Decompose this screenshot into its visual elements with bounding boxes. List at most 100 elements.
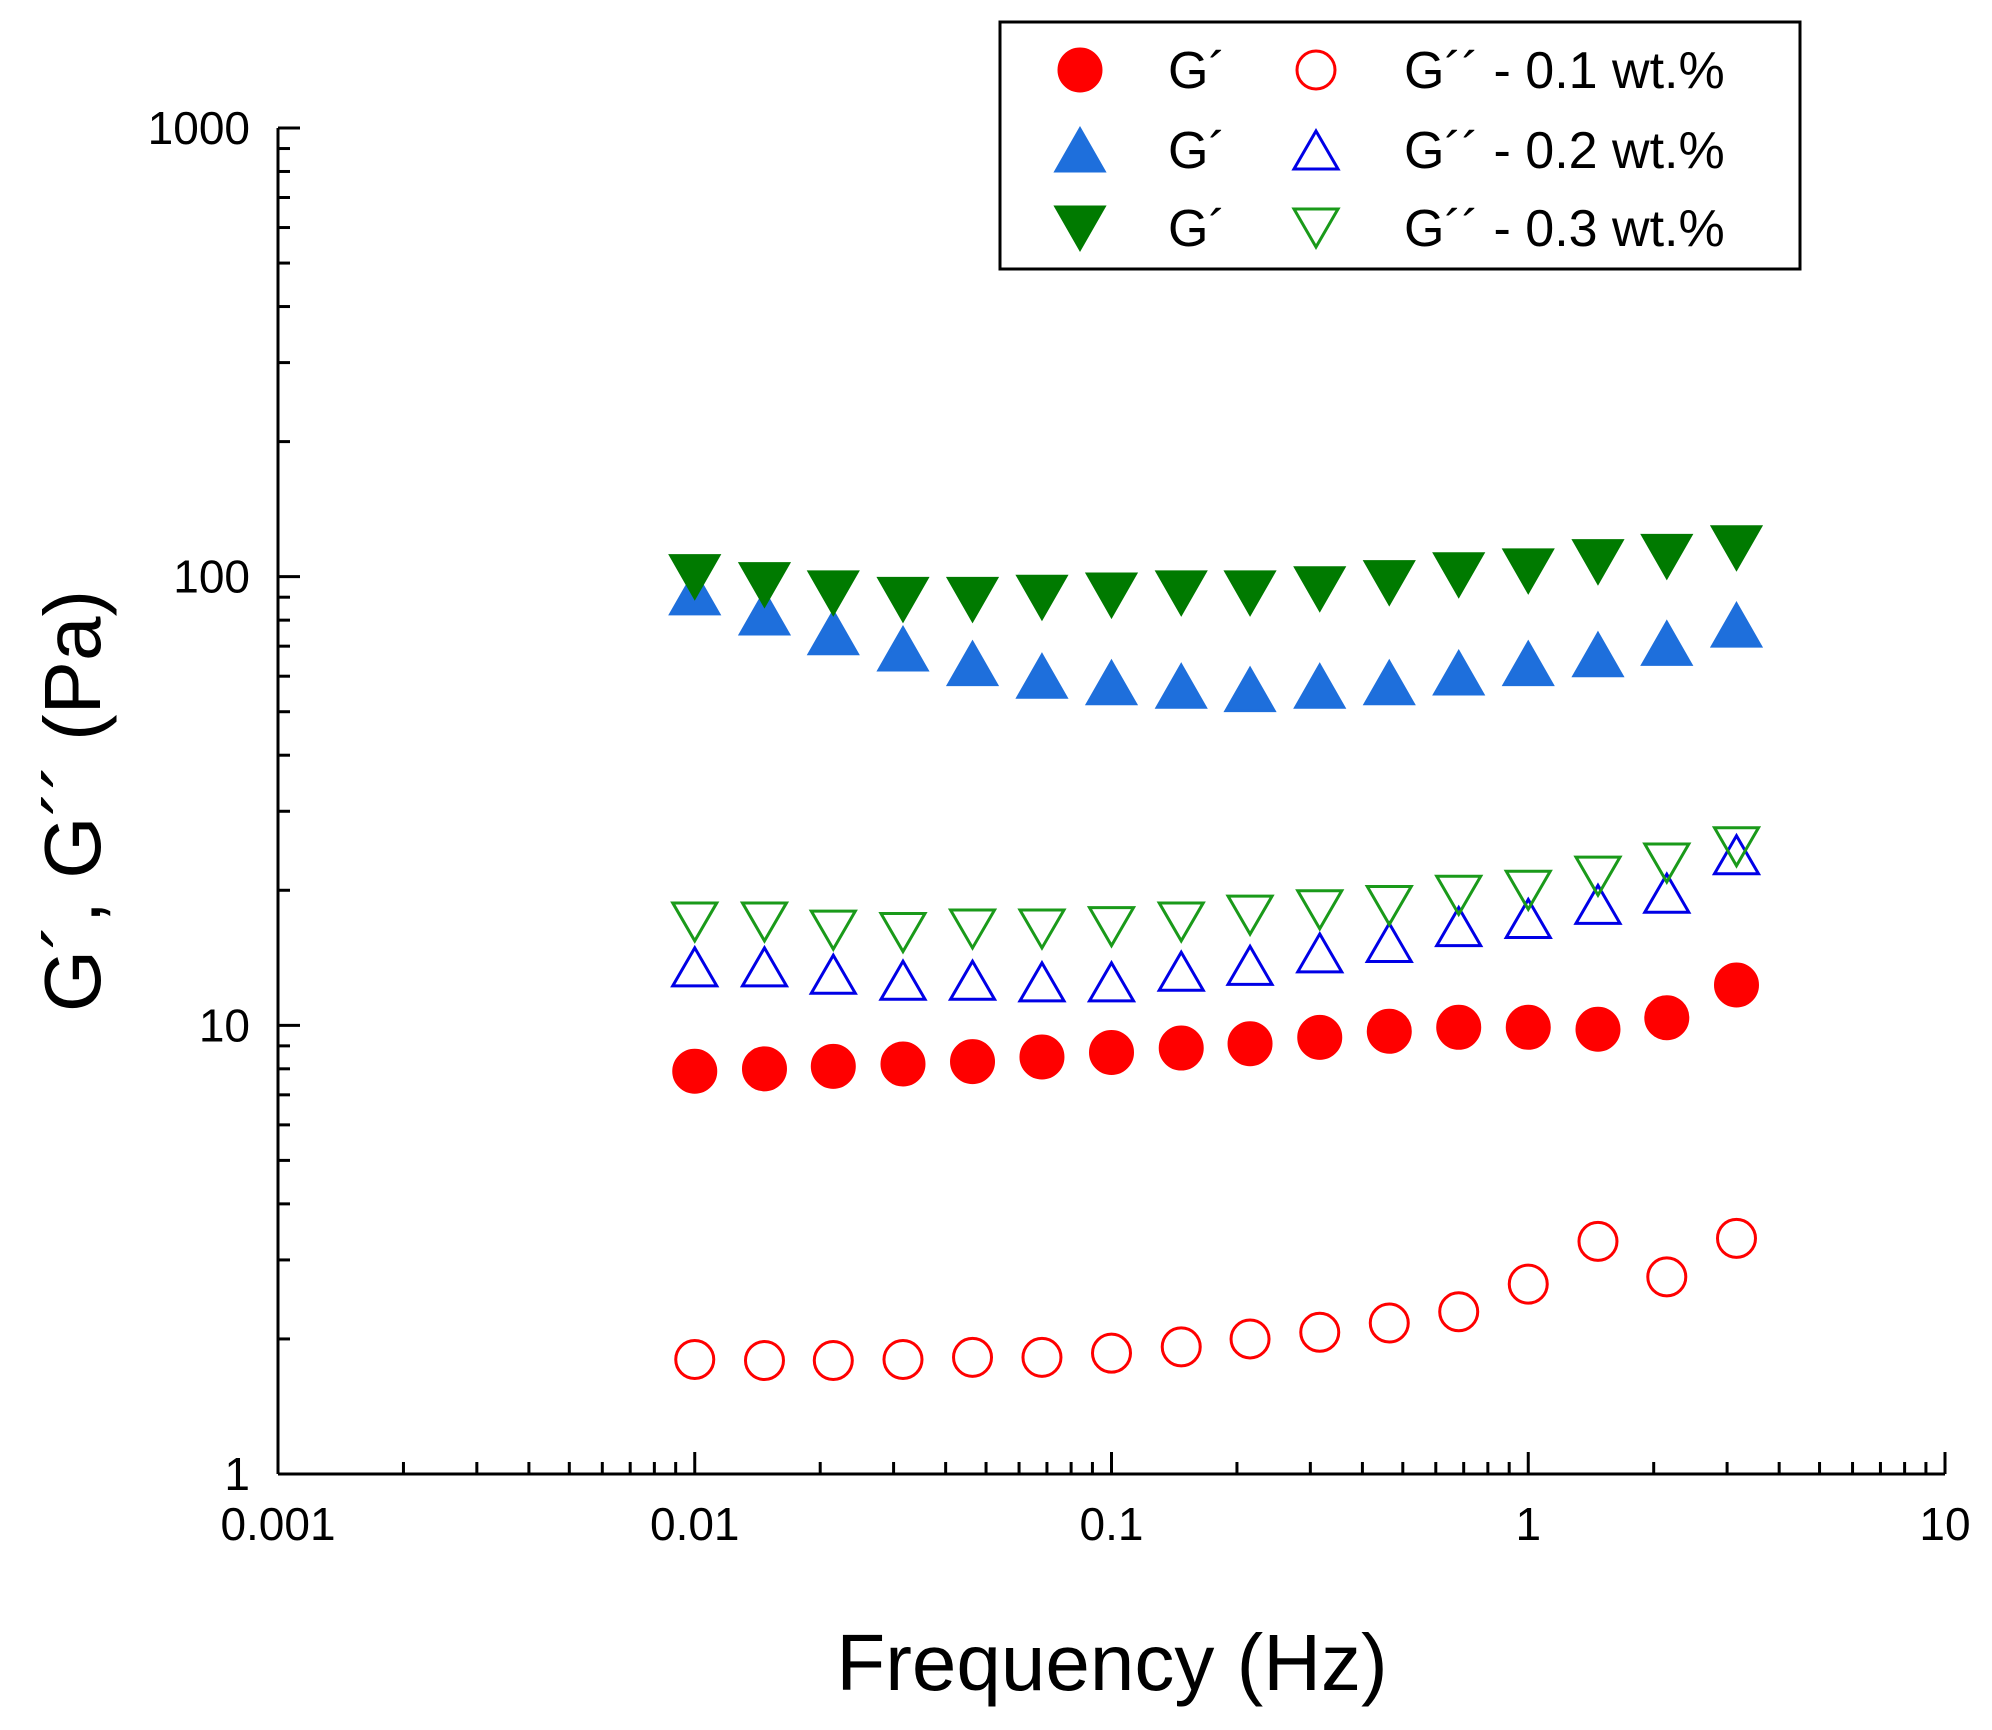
y-tick-label: 1 — [224, 1448, 250, 1500]
data-point — [1436, 1004, 1482, 1050]
data-point — [1713, 962, 1759, 1008]
data-point — [1295, 930, 1345, 974]
data-point — [1160, 1326, 1202, 1368]
legend-label: G´´ - 0.2 wt.% — [1404, 122, 1725, 180]
legend-marker — [1053, 205, 1107, 253]
data-point — [1019, 1034, 1065, 1080]
x-tick-label: 10 — [1919, 1498, 1970, 1550]
data-point — [1503, 896, 1553, 940]
legend-marker — [1057, 47, 1103, 93]
data-point — [1156, 949, 1206, 992]
data-point — [1084, 658, 1139, 706]
series — [668, 525, 1764, 624]
data-point — [1644, 995, 1690, 1041]
ticks — [276, 126, 1947, 1476]
data-point — [1086, 959, 1137, 1003]
data-point — [1577, 1220, 1619, 1262]
data-point — [947, 908, 998, 951]
data-point — [1709, 525, 1764, 572]
legend-marker — [1291, 207, 1341, 250]
data-point — [1575, 1006, 1621, 1052]
data-point — [670, 944, 720, 988]
data-point — [945, 639, 1000, 687]
data-point — [1709, 601, 1764, 648]
data-point — [1362, 658, 1416, 706]
data-point — [1223, 570, 1277, 617]
legend-row: G´ G´´ - 0.2 wt.% — [1053, 122, 1725, 180]
legend-marker — [1291, 128, 1341, 171]
legend-label: G´ — [1168, 200, 1226, 258]
data-point — [1223, 665, 1277, 713]
data-point — [1640, 619, 1694, 666]
data-point — [741, 1046, 787, 1092]
data-point — [1642, 871, 1692, 914]
legend-label: G´ — [1168, 42, 1226, 100]
data-point — [1017, 959, 1067, 1003]
data-point — [882, 1338, 924, 1380]
y-tick-label: 100 — [173, 551, 250, 603]
data-point — [1158, 1025, 1204, 1071]
data-point — [1368, 1302, 1410, 1344]
x-tick-label: 0.01 — [650, 1498, 740, 1550]
series — [670, 832, 1762, 1003]
data-point — [806, 570, 860, 617]
data-point — [1434, 874, 1484, 918]
tick-labels: 0.001 0.01 0.1 1 10 1 10 100 1000 — [148, 102, 1971, 1550]
data-point — [1229, 1318, 1271, 1360]
data-point — [1364, 920, 1414, 963]
data-point — [1711, 832, 1762, 876]
data-point — [737, 588, 792, 636]
data-point — [1021, 1336, 1063, 1378]
data-point — [1227, 1021, 1273, 1067]
data-point — [810, 1043, 856, 1089]
data-point — [1573, 855, 1623, 899]
data-point — [808, 952, 858, 995]
legend-marker — [1295, 49, 1337, 91]
data-point — [1015, 574, 1069, 622]
data-point — [947, 958, 998, 1001]
data-point — [1571, 539, 1625, 586]
data-point — [1571, 630, 1625, 678]
x-tick-label: 0.1 — [1080, 1498, 1144, 1550]
axes — [276, 128, 1945, 1476]
data-point — [1640, 533, 1694, 581]
data-point — [1438, 1291, 1480, 1333]
data-point — [1297, 1014, 1343, 1060]
data-point — [1711, 826, 1762, 869]
legend-box — [998, 20, 1802, 271]
data-point — [878, 958, 928, 1001]
data-point — [674, 1338, 716, 1380]
data-point — [878, 912, 928, 955]
data-point — [737, 562, 792, 609]
series — [672, 962, 1759, 1094]
data-point — [1089, 1029, 1134, 1075]
series — [674, 1217, 1757, 1382]
data-point — [739, 901, 790, 944]
data-point — [1225, 943, 1275, 986]
data-point — [1293, 662, 1347, 709]
data-point — [1646, 1256, 1688, 1298]
y-axis-title: G´, G´´ (Pa) — [28, 590, 117, 1012]
data-point — [739, 944, 790, 988]
data-point — [1084, 572, 1139, 620]
legend-row: G´ G´´ - 0.1 wt.% — [1057, 42, 1725, 100]
data-point — [1501, 639, 1555, 687]
y-tick-label: 10 — [199, 999, 250, 1051]
data-markers — [668, 525, 1764, 1382]
data-point — [1293, 566, 1347, 613]
data-point — [952, 1336, 994, 1378]
series — [668, 568, 1764, 713]
data-point — [1295, 889, 1345, 932]
data-point — [1434, 904, 1484, 948]
data-point — [1507, 1263, 1549, 1305]
x-tick-label: 1 — [1515, 1498, 1541, 1550]
legend: G´ G´´ - 0.1 wt.% G´ G´´ - 0.2 wt.% G´ G´´ - … — [998, 20, 1802, 271]
data-point — [1086, 906, 1137, 949]
series — [670, 826, 1762, 955]
data-point — [1503, 869, 1553, 913]
data-point — [1362, 560, 1416, 607]
legend-label: G´´ - 0.3 wt.% — [1404, 200, 1725, 258]
data-point — [1299, 1311, 1341, 1353]
data-point — [1091, 1332, 1132, 1374]
data-point — [743, 1340, 785, 1382]
